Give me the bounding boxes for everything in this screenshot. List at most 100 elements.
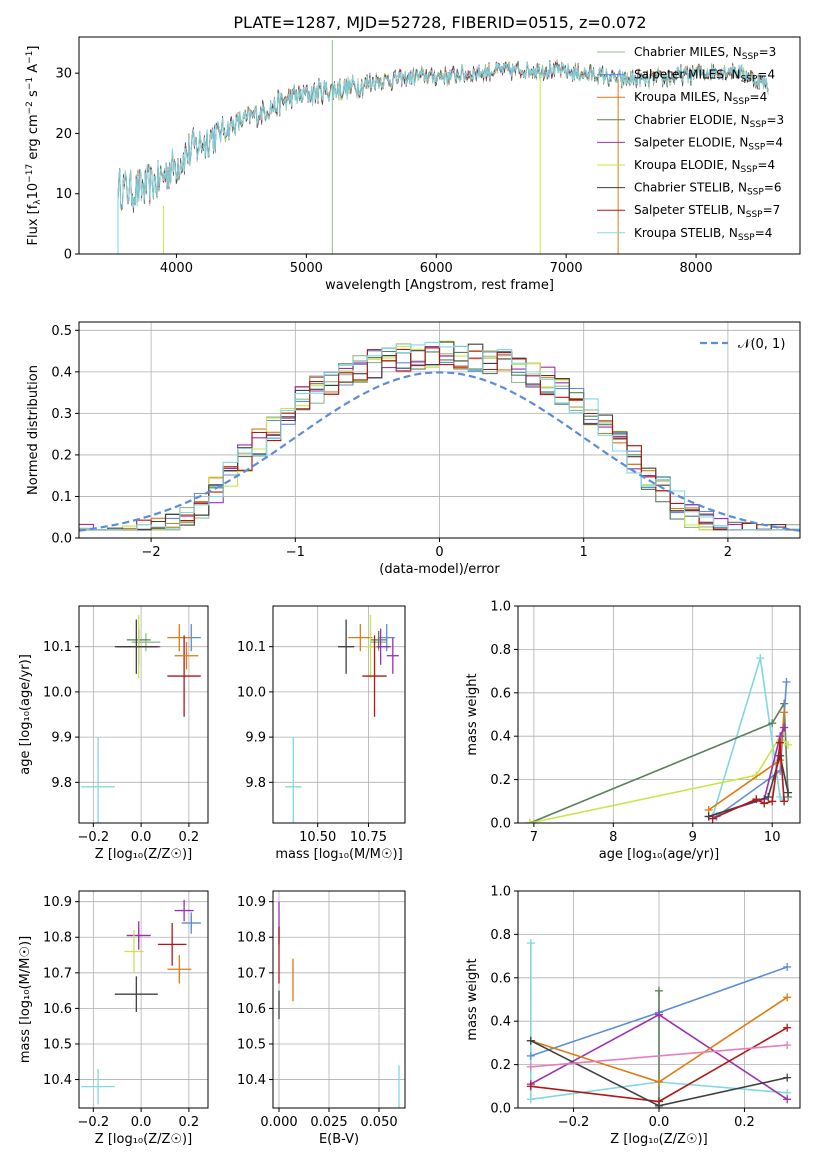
plot-area [79,340,800,532]
data-point [181,912,201,934]
x-axis-label: Z [log₁₀(Z/Z☉)] [95,1132,192,1147]
weight-vs-age-panel: 7 8 9 10 0.0 0.2 0.4 0.6 0.8 1.0 age [log₁₀(age/yr… [465,600,801,862]
plot-area [81,899,201,1105]
weight-marker [776,738,785,747]
legend-entry: Chabrier STELIB, NSSP=6 [634,181,782,198]
data-point [362,635,387,717]
x-axis-label: age [log₁₀(age/yr)] [599,847,720,862]
y-tick-label: 0.0 [51,532,72,547]
y-tick-label: 20 [55,127,72,142]
data-point [157,923,187,966]
weight-marker [752,795,761,804]
weight-marker [783,1095,792,1104]
y-axis-label: mass weight [465,673,480,755]
x-tick-label: 0.0 [649,1115,670,1130]
y-axis-label-part: 10 [26,183,41,200]
y-axis-label-part: Flux [f [26,204,41,245]
chart-title: PLATE=1287, MJD=52728, FIBERID=0515, z=0… [233,13,646,32]
weight-marker [780,708,789,717]
x-tick-label: −0.2 [78,830,110,845]
data-point [126,921,151,950]
x-tick-label: −0.2 [78,1115,110,1130]
data-point [174,642,199,670]
y-tick-label: 0.4 [490,730,511,745]
weight-marker [784,788,793,797]
x-tick-label: 0 [435,545,443,560]
y-tick-label: 0.3 [51,407,72,422]
y-tick-label: 0.0 [490,1102,511,1117]
x-tick-label: −0.2 [558,1115,590,1130]
x-tick-label: 0.000 [260,1115,297,1130]
legend-entry: Kroupa ELODIE, NSSP=4 [634,158,775,175]
data-point [81,737,115,823]
weight-marker [783,1041,792,1050]
y-tick-label: 30 [55,67,72,82]
x-tick-label: 0.050 [360,1115,397,1130]
weight-marker [655,1010,663,1019]
x-tick-label: 0.2 [179,830,200,845]
y-tick-label: 9.9 [245,731,266,746]
axes-frame [517,605,801,824]
data-point [124,930,144,973]
weight-marker [526,1082,535,1091]
plot-area [81,615,201,823]
weight-series-line [530,1044,788,1068]
weight-vs-metallicity-panel: −0.2 0.0 0.2 0.0 0.2 0.4 0.6 0.8 1.0 Z [log₁₀(Z/Z… [465,885,801,1147]
y-tick-label: 0.2 [51,448,72,463]
y-tick-label: 1.0 [490,600,511,615]
y-tick-label: 10.7 [237,966,266,981]
axes-frame [78,605,209,824]
y-tick-label: 0.4 [51,365,72,380]
legend-entry: Salpeter ELODIE, NSSP=4 [634,135,783,152]
data-point [174,899,194,922]
weight-marker [768,719,777,728]
data-point [81,1068,115,1105]
y-tick-label: 0.8 [490,928,511,943]
data-point [167,955,192,984]
x-axis-label: (data-model)/error [379,562,500,577]
legend-entry: Kroupa MILES, NSSP=4 [634,90,767,107]
weight-marker [760,799,769,808]
y-axis-label-part: s [26,90,41,101]
weight-marker [526,1095,535,1104]
y-tick-label: 0.2 [490,773,511,788]
weight-marker [756,654,765,663]
weight-marker [783,1073,792,1082]
plot-area [285,615,399,823]
legend-entry: Salpeter MILES, NSSP=4 [634,68,775,85]
y-axis-label: age [log₁₀(age/yr)] [18,654,33,775]
y-tick-label: 0.0 [490,817,511,832]
y-axis-label-part: −2 [25,101,35,114]
axes-frame [78,890,209,1109]
weight-marker [783,962,792,971]
legend: 𝒩(0, 1) [700,337,785,352]
y-tick-label: 0.5 [51,324,72,339]
x-tick-label: 0.0 [131,1115,152,1130]
weight-marker [526,1062,535,1071]
weight-marker [655,1077,663,1086]
x-tick-label: 4000 [160,261,193,276]
weight-marker [526,1051,535,1060]
legend-entry: 𝒩(0, 1) [738,337,785,352]
y-tick-label: 0.6 [490,686,511,701]
x-axis-label: Z [log₁₀(Z/Z☉)] [95,847,192,862]
x-tick-label: 10.75 [350,830,387,845]
data-point [337,619,355,674]
y-axis-label: Flux [fλ10−17 erg cm−2 s−1 A−1] [25,46,43,246]
weight-marker [784,740,793,749]
y-tick-label: 1.0 [490,885,511,900]
legend: Chabrier MILES, NSSP=3 Salpeter MILES, NS… [597,45,784,243]
weight-series-line [529,734,789,823]
y-axis-label-part: A [26,64,41,77]
x-tick-label: −1 [286,545,305,560]
y-axis-label-part: −1 [25,51,35,64]
y-axis-label-part: ] [26,46,41,51]
y-axis-label-part: λ [33,199,43,205]
weight-marker [655,1101,663,1108]
x-tick-label: 0.0 [131,830,152,845]
weight-marker [655,986,663,995]
weight-series-line [712,742,785,820]
x-axis-label: E(B-V) [319,1132,359,1147]
axes-frame [78,36,801,255]
